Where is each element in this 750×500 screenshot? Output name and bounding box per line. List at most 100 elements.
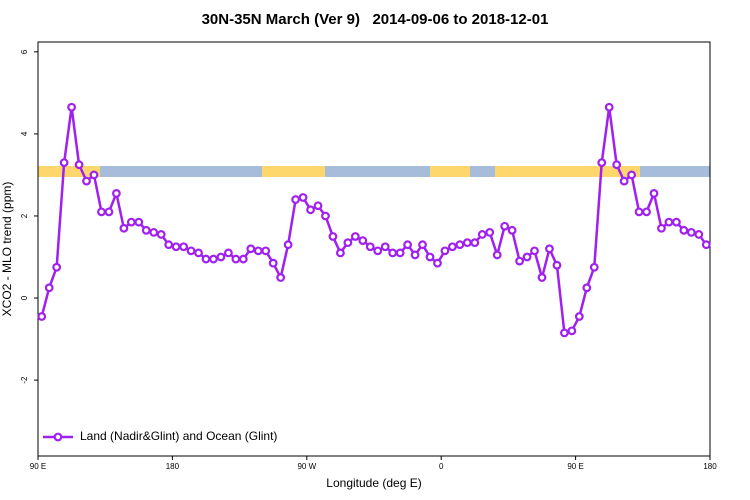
x-tick-label: 90 E — [567, 462, 583, 471]
data-point — [358, 236, 368, 245]
data-point — [589, 262, 599, 272]
data-point — [126, 217, 136, 227]
data-point — [612, 160, 622, 170]
data-point — [104, 207, 114, 217]
data-point — [268, 258, 278, 268]
data-point — [403, 240, 413, 250]
data-point — [313, 201, 323, 211]
data-point — [574, 312, 584, 321]
data-point — [462, 238, 472, 248]
data-point — [433, 258, 442, 268]
data-point — [567, 326, 577, 336]
chart-title: 30N-35N March (Ver 9) 2014-09-06 to 2018… — [202, 11, 549, 28]
data-point — [627, 170, 636, 180]
y-tick-label: 2 — [20, 213, 29, 218]
data-point — [223, 248, 233, 258]
data-point — [82, 176, 91, 186]
data-point — [156, 230, 166, 239]
x-tick-label: 180 — [166, 462, 180, 471]
data-point — [537, 273, 547, 282]
data-point — [261, 246, 271, 256]
data-point — [515, 256, 524, 266]
data-point — [634, 207, 644, 217]
legend-label: Land (Nadir&Glint) and Ocean (Glint) — [80, 429, 277, 443]
data-point — [171, 242, 181, 252]
data-point — [194, 248, 203, 258]
data-point — [522, 252, 532, 262]
data-point — [380, 242, 390, 252]
data-point — [425, 252, 435, 262]
data-point — [343, 238, 353, 248]
data-point — [477, 230, 487, 239]
data-point — [642, 207, 651, 217]
data-point — [672, 217, 681, 227]
data-point — [141, 225, 151, 235]
data-point — [201, 254, 211, 264]
data-point — [350, 232, 360, 241]
data-point — [545, 244, 554, 254]
x-axis-label: Longitude (deg E) — [326, 476, 421, 490]
data-point — [149, 227, 159, 237]
data-point — [89, 170, 99, 180]
data-point — [67, 102, 76, 112]
data-point — [179, 242, 189, 252]
data-point — [134, 217, 144, 227]
data-point — [679, 225, 689, 235]
data-point — [246, 244, 256, 254]
data-point — [410, 250, 420, 260]
x-tick-label: 0 — [439, 462, 444, 471]
x-tick-label: 90 W — [297, 462, 316, 471]
data-point — [276, 273, 286, 282]
data-point — [418, 240, 427, 250]
data-point — [306, 205, 315, 215]
data-point — [455, 240, 465, 250]
data-point — [238, 254, 248, 264]
data-point — [649, 189, 659, 198]
data-point — [216, 252, 226, 262]
data-point — [119, 223, 129, 233]
data-point — [694, 230, 704, 239]
land-ocean-strip — [38, 166, 710, 177]
data-point — [365, 242, 375, 252]
plot-frame — [37, 41, 711, 457]
data-point — [209, 254, 218, 264]
data-point — [664, 217, 674, 227]
data-point — [321, 211, 330, 221]
x-tick-label: 180 — [703, 462, 717, 471]
y-tick-label: 4 — [20, 131, 29, 136]
data-point — [500, 221, 510, 231]
data-point — [448, 242, 457, 252]
data-point — [560, 328, 569, 338]
data-point — [686, 227, 696, 237]
data-point — [231, 254, 241, 264]
data-point — [328, 232, 338, 241]
data-point — [97, 207, 106, 217]
data-point — [164, 240, 174, 250]
data-point — [44, 283, 54, 293]
data-point — [470, 238, 480, 248]
x-tick-label: 90 E — [30, 462, 46, 471]
data-point — [52, 262, 62, 272]
data-point — [186, 246, 196, 256]
data-point — [37, 312, 47, 321]
data-point — [701, 240, 711, 250]
y-tick-label: -2 — [20, 376, 29, 384]
data-point — [291, 195, 301, 204]
y-axis-label: XCO2 - MLO trend (ppm) — [0, 182, 14, 317]
data-point — [59, 158, 69, 168]
data-point — [373, 246, 383, 256]
data-point — [530, 246, 539, 256]
data-point — [657, 223, 666, 233]
data-point — [604, 102, 614, 112]
data-point — [552, 260, 562, 270]
data-point — [283, 240, 293, 250]
data-point — [582, 283, 592, 293]
data-point — [492, 250, 502, 260]
data-point — [336, 248, 345, 258]
y-tick-label: 6 — [20, 49, 29, 54]
y-tick-label: 0 — [20, 295, 29, 300]
data-point — [395, 248, 405, 258]
data-point — [619, 176, 629, 186]
data-point — [74, 160, 84, 170]
